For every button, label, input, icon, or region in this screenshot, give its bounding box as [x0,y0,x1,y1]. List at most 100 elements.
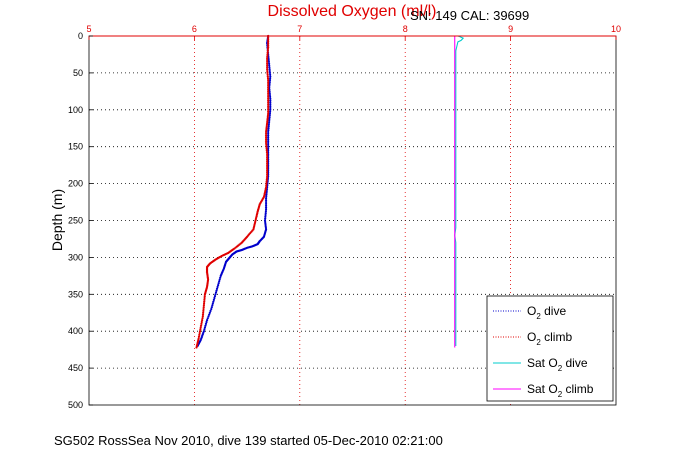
data-point [265,178,268,182]
y-tick-label: 300 [68,252,83,262]
data-point [210,306,213,309]
data-point [267,97,270,100]
data-point [264,199,268,202]
x-tick-label: 9 [508,24,513,34]
x-tick-label: 8 [403,24,408,34]
data-point [267,79,270,82]
data-point [266,173,269,176]
data-point [203,328,206,331]
data-point [269,101,272,104]
data-point [208,311,211,314]
data-point [268,92,271,95]
data-point [267,145,270,148]
data-point [268,79,272,82]
data-point [265,147,268,150]
data-point [201,317,204,320]
data-point [219,276,222,279]
data-point [266,164,269,167]
data-point [264,134,268,137]
y-tick-label: 100 [68,105,83,115]
data-point [267,90,270,93]
data-point [264,136,268,139]
data-point [265,195,268,198]
data-point [195,346,198,349]
data-point [264,202,268,205]
data-point [211,304,214,307]
data-point [215,287,219,290]
data-point [264,200,268,204]
data-point [267,143,270,146]
x-tick-label: 10 [611,24,621,34]
data-point [265,184,268,187]
data-point [198,333,201,336]
series-o2-climb [195,34,270,349]
data-point [269,108,272,111]
data-point [267,42,270,45]
data-point [266,77,270,80]
legend-item-sat-o2-climb: Sat O2 climb [493,382,594,399]
data-point [269,95,272,98]
data-point [202,302,206,305]
data-point [210,307,213,311]
data-point [199,324,203,327]
series-layer [195,34,465,349]
data-point [268,114,271,117]
data-point [269,73,272,76]
data-point [214,293,217,296]
data-point [202,304,205,307]
data-point [266,68,269,71]
x-tick-label: 6 [192,24,197,34]
data-point [267,86,270,89]
data-point [266,58,269,62]
data-point [266,120,269,123]
data-point [215,289,218,292]
y-tick-label: 0 [78,31,83,41]
data-point [268,68,271,71]
data-point [268,117,271,121]
data-point [264,138,268,141]
y-tick-label: 250 [68,216,83,226]
data-point [203,298,206,301]
data-point [267,103,270,106]
legend-label: Sat O2 climb [527,382,594,399]
series-sat-o2-dive [454,35,465,346]
grid-lines [89,36,616,405]
data-point [267,95,270,98]
legend-label: O2 climb [527,330,572,347]
data-point [268,69,271,73]
data-point [218,278,221,281]
data-point [267,93,270,97]
data-point [267,45,270,49]
data-point [267,38,270,41]
y-tick-label: 50 [73,68,83,78]
data-point [264,140,268,143]
legend-label-prefix: Sat O [527,382,558,396]
data-point [267,140,270,143]
data-point [269,77,272,80]
legend-label-subscript: 2 [536,312,541,321]
x-tick-label: 5 [86,24,91,34]
data-point [264,217,267,220]
data-point [267,62,271,65]
y-tick-label: 150 [68,142,83,152]
chart-title: Dissolved Oxygen (ml/l) [268,3,437,20]
data-point [267,123,270,126]
data-point [267,141,270,145]
data-point [202,309,205,312]
y-axis-label: Depth (m) [49,189,65,251]
data-point [202,307,205,311]
footer-caption: SG502 RossSea Nov 2010, dive 139 started… [54,433,443,448]
data-point [267,108,270,111]
data-point [202,306,205,309]
data-point [201,313,205,316]
data-point [266,113,270,117]
data-point [206,317,209,320]
data-point [201,315,204,318]
data-point [264,141,268,145]
data-point [266,60,269,63]
data-point [269,105,272,108]
data-point [267,101,270,104]
data-point [267,125,270,128]
legend-box [486,295,614,402]
